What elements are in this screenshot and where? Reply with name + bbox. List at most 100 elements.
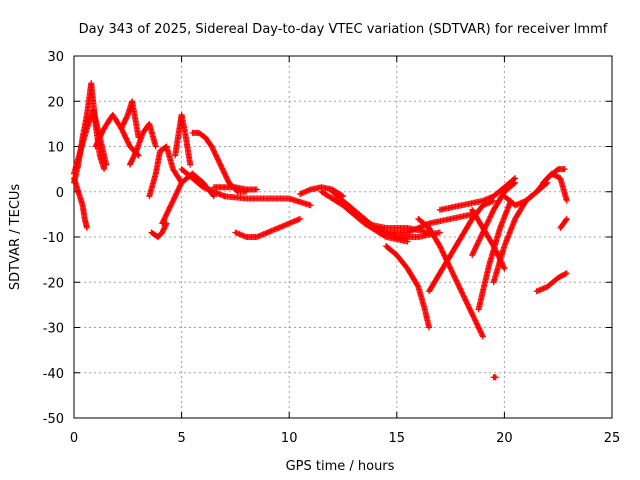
series-arc-33 xyxy=(533,270,570,295)
data-point xyxy=(472,244,479,251)
data-point xyxy=(436,243,443,250)
series-arc-08 xyxy=(172,111,194,168)
series-arc-14 xyxy=(210,184,260,193)
data-point xyxy=(461,294,468,301)
y-tick-label: -30 xyxy=(43,322,64,337)
data-point xyxy=(103,161,110,168)
x-tick-label: 10 xyxy=(281,431,298,446)
series-arc-04 xyxy=(92,111,142,159)
data-point xyxy=(489,209,496,216)
data-point xyxy=(453,278,460,285)
series-arc-28 xyxy=(475,197,514,313)
data-point xyxy=(562,270,569,277)
data-point xyxy=(474,241,481,248)
y-tick-label: 0 xyxy=(56,186,64,201)
data-point xyxy=(488,212,495,219)
data-point xyxy=(486,214,493,221)
data-point xyxy=(440,251,447,258)
data-point xyxy=(167,202,174,209)
data-point xyxy=(152,143,159,150)
data-point xyxy=(474,240,481,247)
data-point xyxy=(169,198,176,205)
data-point xyxy=(512,179,519,186)
data-point xyxy=(173,190,180,197)
series-arc-23 xyxy=(415,215,486,340)
data-point xyxy=(483,221,490,228)
data-point xyxy=(561,166,568,173)
y-axis-label: SDTVAR / TECUs xyxy=(8,184,23,291)
data-points xyxy=(71,80,570,381)
data-point xyxy=(450,272,457,279)
data-point xyxy=(441,252,448,259)
data-point xyxy=(451,273,458,280)
data-point xyxy=(466,305,473,312)
data-point xyxy=(176,183,183,190)
data-point xyxy=(253,186,260,193)
data-point xyxy=(453,277,460,284)
data-point xyxy=(464,301,471,308)
data-point xyxy=(459,290,466,297)
data-point xyxy=(477,233,484,240)
data-point xyxy=(477,329,484,336)
data-point xyxy=(476,325,483,332)
series-arc-09 xyxy=(148,220,170,240)
data-point xyxy=(83,224,90,231)
data-point xyxy=(452,276,459,283)
data-point xyxy=(438,245,445,252)
data-point xyxy=(307,202,314,209)
data-point xyxy=(460,292,467,299)
y-tick-label: -20 xyxy=(43,276,64,291)
data-point xyxy=(177,182,184,189)
data-point xyxy=(438,247,445,254)
series-arc-34 xyxy=(557,215,570,231)
data-point xyxy=(488,210,495,217)
y-tick-label: -10 xyxy=(43,231,64,246)
data-point xyxy=(472,245,479,252)
data-point xyxy=(563,270,570,277)
data-point xyxy=(475,238,482,245)
x-tick-label: 15 xyxy=(389,431,406,446)
data-point xyxy=(169,199,176,206)
y-tick-label: 10 xyxy=(47,141,64,156)
x-tick-label: 20 xyxy=(496,431,513,446)
data-point xyxy=(501,265,508,272)
x-tick-label: 25 xyxy=(604,431,621,446)
data-point xyxy=(467,308,474,315)
data-point xyxy=(484,220,491,227)
data-point xyxy=(485,217,492,224)
x-tick-label: 0 xyxy=(70,431,78,446)
data-point xyxy=(484,218,491,225)
data-point xyxy=(457,285,464,292)
series-arc-26 xyxy=(469,179,519,259)
data-point xyxy=(101,166,108,173)
data-point xyxy=(473,242,480,249)
data-point xyxy=(511,180,518,187)
data-point xyxy=(414,282,421,289)
series-arc-03 xyxy=(71,107,110,177)
data-point xyxy=(449,269,456,276)
data-point xyxy=(563,215,570,222)
data-point xyxy=(500,264,507,271)
data-point xyxy=(439,248,446,255)
data-point xyxy=(479,333,486,340)
data-point xyxy=(470,249,477,256)
data-point xyxy=(175,186,182,193)
data-point xyxy=(476,236,483,243)
data-point xyxy=(470,313,477,320)
data-point xyxy=(463,298,470,305)
data-point xyxy=(162,221,169,228)
series-arc-02 xyxy=(71,175,90,231)
data-point xyxy=(469,312,476,319)
data-point xyxy=(447,265,454,272)
data-point xyxy=(465,302,472,309)
data-point xyxy=(492,374,499,381)
data-point xyxy=(475,324,482,331)
data-point xyxy=(460,293,467,300)
data-point xyxy=(296,215,303,222)
data-point xyxy=(176,185,183,192)
data-point xyxy=(426,324,433,331)
data-point xyxy=(471,316,478,323)
data-point xyxy=(467,306,474,313)
